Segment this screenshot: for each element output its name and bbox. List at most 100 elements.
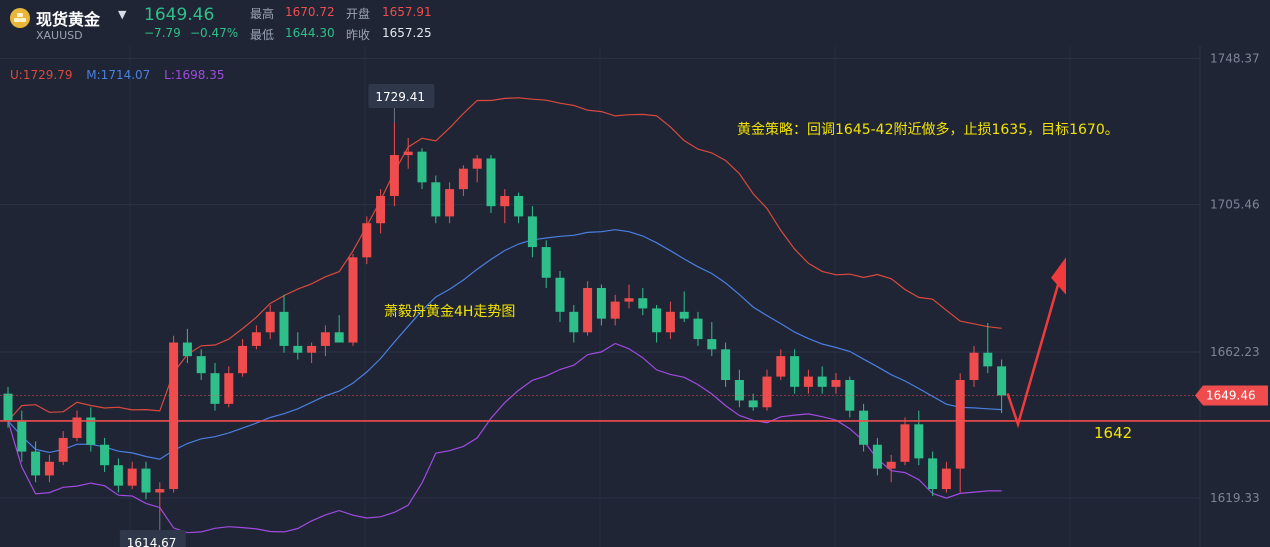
candle-body [721,349,731,380]
candle-body [486,158,496,207]
candle[interactable] [86,407,96,452]
candle-body [17,420,27,452]
candle[interactable] [224,366,234,408]
high-marker-label: 1729.41 [375,90,425,104]
candle-body [348,257,358,343]
candle[interactable] [320,325,330,357]
candle[interactable] [403,138,413,169]
candle-body [762,376,772,408]
candle[interactable] [486,155,496,213]
candle[interactable] [734,369,744,408]
candle[interactable] [445,182,455,224]
candle[interactable] [721,342,731,387]
candle[interactable] [58,431,68,466]
candle[interactable] [776,349,786,380]
candle[interactable] [72,410,82,442]
candle[interactable] [431,175,441,224]
candle[interactable] [113,458,123,493]
candle[interactable] [472,155,482,183]
candle[interactable] [914,410,924,466]
y-tick-label: 1748.37 [1210,51,1260,65]
candle[interactable] [17,410,27,462]
price-tag-bg [1195,385,1268,406]
candle[interactable] [845,376,855,418]
candle[interactable] [886,454,896,483]
candle[interactable] [928,451,938,496]
candle[interactable] [790,349,800,394]
price-change: −7.79 [144,26,181,40]
candle[interactable] [569,305,579,343]
candle[interactable] [831,373,841,394]
candle[interactable] [362,216,372,265]
candle[interactable] [527,206,537,258]
candle[interactable] [334,315,344,343]
candle-body [251,332,261,346]
candle[interactable] [693,311,703,346]
candle[interactable] [307,342,317,363]
candle-body [113,465,123,486]
candle[interactable] [155,482,165,515]
candle[interactable] [652,305,662,343]
candle[interactable] [376,189,386,234]
candle[interactable] [182,328,192,363]
candle[interactable] [44,454,54,483]
candle[interactable] [279,294,289,353]
candle[interactable] [983,323,993,374]
candle[interactable] [665,301,675,340]
candle[interactable] [596,284,606,326]
candle[interactable] [169,335,179,493]
candle[interactable] [348,253,358,346]
candle[interactable] [293,332,303,360]
candle-body [376,195,386,224]
candle[interactable] [265,305,275,340]
candle[interactable] [997,359,1007,414]
candle-body [238,345,248,374]
candle[interactable] [31,441,41,483]
candle[interactable] [817,366,827,394]
low-marker-box [119,530,186,547]
candle[interactable] [417,148,427,190]
candle-body [141,468,151,493]
candle[interactable] [141,461,151,500]
candle-body [928,458,938,490]
candle[interactable] [541,240,551,288]
candle[interactable] [100,437,110,473]
candle-body [403,151,413,156]
y-tick-label: 1662.23 [1210,345,1260,359]
candle[interactable] [500,189,510,224]
candle-body [307,345,317,353]
candle[interactable] [251,325,261,350]
candle[interactable] [955,373,965,493]
candle[interactable] [748,393,758,411]
candle[interactable] [583,281,593,336]
candle[interactable] [389,122,399,207]
candle[interactable] [638,287,648,316]
candle[interactable] [941,461,951,493]
candle[interactable] [679,291,689,323]
candle-body [527,216,537,248]
candle[interactable] [127,461,137,490]
candle[interactable] [803,369,813,394]
instrument-name[interactable]: 现货黄金 [36,10,101,29]
candle[interactable] [514,192,524,224]
candle[interactable] [859,403,869,452]
candle-body [831,380,841,387]
candle-body [210,373,220,404]
candle[interactable] [872,437,882,476]
candle[interactable] [196,349,206,380]
candle[interactable] [610,294,620,326]
candle[interactable] [624,284,634,309]
chevron-down-icon[interactable]: ▼ [118,8,127,21]
candle-body [748,400,758,408]
candle[interactable] [969,345,979,387]
candle[interactable] [900,417,910,466]
candle[interactable] [762,369,772,411]
candle-body [458,168,468,190]
candle[interactable] [555,270,565,323]
candle[interactable] [707,322,717,357]
candle[interactable] [210,362,220,411]
upper-band-line [7,97,1002,422]
candle[interactable] [238,339,248,377]
candle[interactable] [458,165,468,196]
